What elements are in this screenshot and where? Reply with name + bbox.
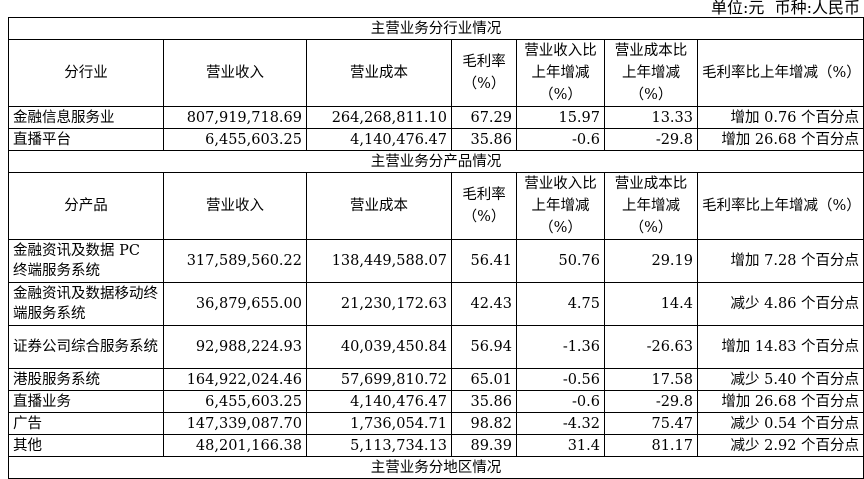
table-cell: 317,589,560.22	[163, 239, 307, 283]
table-row: 广告 147,339,087.70 1,736,054.71 98.82 -4.32 75…	[8, 412, 864, 435]
table-cell: -1.36	[516, 325, 605, 369]
table-cell: 138,449,588.07	[306, 239, 452, 283]
industry-section-title: 主营业务分行业情况	[7, 17, 864, 40]
column-header: 营业成本比上年增减（%）	[604, 172, 698, 240]
table-row: 直播业务 6,455,603.25 4,140,476.47 35.86 -0.6 -29…	[8, 390, 864, 413]
table-row: 金融信息服务业 807,919,718.69 264,268,811.10 67.29…	[8, 106, 864, 129]
table-row: 证券公司综合服务系统 92,988,224.93 40,039,450.84 56.9…	[8, 325, 864, 369]
table-cell: 56.41	[451, 239, 517, 283]
table-cell: 81.17	[604, 434, 698, 457]
table-cell: 5,113,734.13	[306, 434, 452, 457]
table-cell: 1,736,054.71	[306, 412, 452, 435]
product-header-row: 分产品 营业收入 营业成本 毛利率（%） 营业收入比上年增减（%） 营业成本比上年增减（%…	[8, 172, 864, 240]
column-header: 毛利率（%）	[451, 172, 517, 240]
table-cell: 17.58	[604, 368, 698, 391]
table-cell: 98.82	[451, 412, 517, 435]
table-cell: 直播业务	[8, 390, 164, 413]
table-row: 港股服务系统 164,922,024.46 57,699,810.72 65.01 -0…	[8, 368, 864, 391]
region-section-title: 主营业务分地区情况	[7, 456, 864, 479]
table-cell: 21,230,172.63	[306, 282, 452, 326]
table-cell: 264,268,811.10	[306, 106, 452, 129]
table-cell: 4,140,476.47	[306, 128, 452, 151]
table-cell: 增加 0.76 个百分点	[696, 106, 864, 129]
table-cell: 证券公司综合服务系统	[8, 325, 164, 369]
column-header: 营业收入	[163, 39, 307, 107]
table-cell: 14.4	[604, 282, 698, 326]
table-cell: -0.6	[516, 390, 605, 413]
table-cell: 164,922,024.46	[163, 368, 307, 391]
table-cell: 147,339,087.70	[163, 412, 307, 435]
column-header: 毛利率比上年增减（%）	[696, 39, 864, 107]
table-cell: 港股服务系统	[8, 368, 164, 391]
table-cell: 42.43	[451, 282, 517, 326]
table-cell: 36,879,655.00	[163, 282, 307, 326]
table-cell: 29.19	[604, 239, 698, 283]
table-cell: 减少 5.40 个百分点	[696, 368, 864, 391]
industry-title: 主营业务分行业情况	[7, 17, 864, 40]
column-header: 营业成本	[306, 39, 452, 107]
column-header: 营业成本	[306, 172, 452, 240]
table-cell: 65.01	[451, 368, 517, 391]
industry-header-row: 分行业 营业收入 营业成本 毛利率（%） 营业收入比上年增减（%） 营业成本比上年增减（%…	[8, 39, 864, 107]
table-cell: -29.8	[604, 390, 698, 413]
table-cell: 其他	[8, 434, 164, 457]
table-cell: 75.47	[604, 412, 698, 435]
table-cell: -29.8	[604, 128, 698, 151]
table-cell: 金融信息服务业	[8, 106, 164, 129]
table-cell: -0.6	[516, 128, 605, 151]
column-header: 分行业	[8, 39, 164, 107]
table-cell: 减少 4.86 个百分点	[696, 282, 864, 326]
table-cell: 减少 2.92 个百分点	[696, 434, 864, 457]
table-cell: 金融资讯及数据 PC 终端服务系统	[8, 239, 164, 283]
table-cell: 增加 7.28 个百分点	[696, 239, 864, 283]
column-header: 营业收入比上年增减（%）	[516, 39, 605, 107]
table-cell: 13.33	[604, 106, 698, 129]
table-cell: 50.76	[516, 239, 605, 283]
table-cell: -0.56	[516, 368, 605, 391]
column-header: 分产品	[8, 172, 164, 240]
table-cell: 4.75	[516, 282, 605, 326]
table-cell: 减少 0.54 个百分点	[696, 412, 864, 435]
table-cell: 15.97	[516, 106, 605, 129]
table-cell: 807,919,718.69	[163, 106, 307, 129]
table-cell: 直播平台	[8, 128, 164, 151]
table-cell: 35.86	[451, 390, 517, 413]
table-cell: 增加 26.68 个百分点	[696, 390, 864, 413]
table-cell: 广告	[8, 412, 164, 435]
table-row: 金融资讯及数据移动终端服务系统 36,879,655.00 21,230,172.6…	[8, 282, 864, 326]
table-cell: 35.86	[451, 128, 517, 151]
table-cell: 92,988,224.93	[163, 325, 307, 369]
table-cell: 4,140,476.47	[306, 390, 452, 413]
table-cell: -4.32	[516, 412, 605, 435]
table-row: 其他 48,201,166.38 5,113,734.13 89.39 31.4 81.1…	[8, 434, 864, 457]
product-title: 主营业务分产品情况	[7, 150, 864, 173]
column-header: 毛利率比上年增减（%）	[696, 172, 864, 240]
column-header: 营业收入	[163, 172, 307, 240]
table-cell: 56.94	[451, 325, 517, 369]
column-header: 营业收入比上年增减（%）	[516, 172, 605, 240]
table-cell: 40,039,450.84	[306, 325, 452, 369]
table-cell: 增加 14.83 个百分点	[696, 325, 864, 369]
table-cell: 金融资讯及数据移动终端服务系统	[8, 282, 164, 326]
table-row: 金融资讯及数据 PC 终端服务系统 317,589,560.22 138,449,5…	[8, 239, 864, 283]
table-cell: 48,201,166.38	[163, 434, 307, 457]
table-cell: 增加 26.68 个百分点	[696, 128, 864, 151]
unit-note: 单位:元 币种:人民币	[711, 0, 860, 17]
revenue-table: 主营业务分行业情况 分行业 营业收入 营业成本 毛利率（%） 营业收入比上年增减（%） 营业…	[7, 17, 864, 479]
table-cell: 6,455,603.25	[163, 128, 307, 151]
column-header: 营业成本比上年增减（%）	[604, 39, 698, 107]
table-cell: 6,455,603.25	[163, 390, 307, 413]
table-cell: 31.4	[516, 434, 605, 457]
region-title: 主营业务分地区情况	[7, 456, 864, 479]
column-header: 毛利率（%）	[451, 39, 517, 107]
table-cell: 67.29	[451, 106, 517, 129]
table-cell: 89.39	[451, 434, 517, 457]
product-section-title: 主营业务分产品情况	[7, 150, 864, 173]
table-cell: -26.63	[604, 325, 698, 369]
table-row: 直播平台 6,455,603.25 4,140,476.47 35.86 -0.6 -29…	[8, 128, 864, 151]
table-cell: 57,699,810.72	[306, 368, 452, 391]
